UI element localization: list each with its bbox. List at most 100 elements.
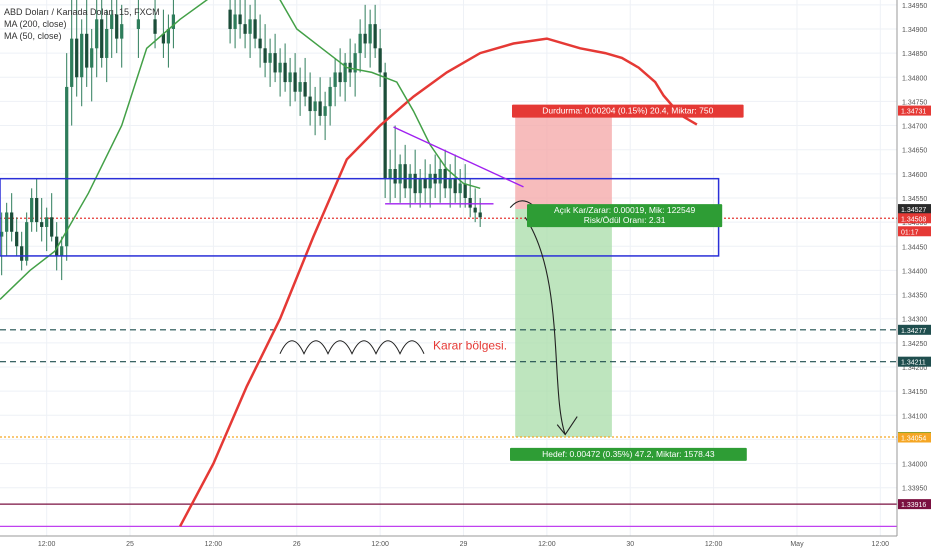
candle-body [458, 183, 462, 194]
candle-body [418, 178, 422, 194]
price-tick-label: 1.34800 [902, 75, 927, 82]
candle-body [233, 14, 237, 29]
position-labels: Durdurma: 0.00204 (0.15%) 20.4, Miktar: … [510, 104, 747, 461]
candle-body [338, 72, 342, 83]
candle-body [115, 14, 119, 39]
candle-body [463, 183, 467, 198]
target-label: Hedef: 0.00472 (0.35%) 47.2, Miktar: 157… [542, 449, 715, 459]
candle-body [273, 53, 277, 73]
projection-arrow [524, 216, 566, 435]
position-zones [515, 110, 612, 438]
time-tick-label: 12:00 [38, 541, 56, 548]
candle-body [85, 33, 89, 68]
candle-body [65, 86, 69, 247]
price-badge-label: 1.34731 [901, 109, 926, 116]
projection-arrow-head [556, 416, 578, 436]
candle-body [308, 96, 312, 112]
candle-body [120, 24, 124, 39]
price-tick-label: 1.34300 [902, 317, 927, 324]
candle-body [10, 212, 14, 232]
candle-body [358, 33, 362, 54]
time-axis[interactable]: 12:00 25 12:00 26 12:00 29 12:00 30 12:00 May 12:0… [0, 535, 897, 550]
time-tick-label: 25 [126, 541, 134, 548]
candle-body [453, 178, 457, 194]
candle-body [228, 9, 232, 29]
price-badge-label: 1.34277 [901, 328, 926, 335]
price-tick-label: 1.34400 [902, 268, 927, 275]
pnl-label-bg [527, 204, 723, 228]
price-tick-label: 1.34250 [902, 341, 927, 348]
candle-body [238, 14, 242, 25]
price-axis[interactable]: 1.339501.340001.340501.341001.341501.342… [896, 0, 932, 550]
candle-body [136, 19, 141, 29]
stop-label-bg [512, 104, 744, 118]
price-tick-label: 1.34600 [902, 172, 927, 179]
candle-body [288, 72, 292, 83]
candle-body [298, 82, 302, 92]
time-tick-label: 12:00 [371, 541, 389, 548]
candle-body [263, 48, 267, 63]
drawings: Karar bölgesi. [0, 126, 720, 436]
price-tick-label: 1.34000 [902, 462, 927, 469]
candle-body [413, 173, 417, 194]
price-tick-label: 1.34900 [902, 27, 927, 34]
price-badge-label: 1.34211 [901, 360, 926, 367]
candle-body [166, 28, 171, 44]
candle-body [383, 72, 387, 179]
candle-body [333, 72, 337, 87]
candle-body [258, 38, 262, 49]
price-badge-label: 1.34527 [901, 207, 926, 214]
price-badge [898, 356, 931, 367]
candle-body [75, 38, 79, 78]
symbol-title: ABD Doları / Kanada Doları, 15, FXCM [4, 7, 160, 17]
price-badge [898, 499, 931, 510]
candle-body [243, 24, 247, 34]
price-axis-bg [897, 0, 932, 550]
candle-body [110, 14, 114, 29]
price-tick-label: 1.34550 [902, 196, 927, 203]
time-tick-label: 12:00 [205, 541, 223, 548]
candle-body [478, 212, 482, 218]
time-tick-label: 12:00 [538, 541, 556, 548]
candle-body [363, 33, 367, 44]
candle-body [318, 101, 322, 116]
karar-label: Karar bölgesi. [433, 339, 507, 353]
moving-averages [0, 0, 698, 527]
candle-body [70, 38, 74, 87]
candle-body [268, 53, 272, 63]
indicator-ma200-label: MA (200, close) [4, 19, 67, 29]
time-tick-label: 26 [293, 541, 301, 548]
candle-body [5, 212, 9, 232]
time-tick-label: May [790, 541, 804, 548]
price-tick-label: 1.34650 [902, 148, 927, 155]
candle-body [378, 48, 382, 73]
indicator-ma50-label: MA (50, close) [4, 31, 62, 41]
candle-body [428, 173, 432, 189]
candle-body [293, 72, 297, 92]
time-tick-label: 29 [460, 541, 468, 548]
candle-body [403, 164, 407, 189]
price-badge [898, 324, 931, 335]
candle-body [153, 19, 157, 34]
time-axis-bg [0, 536, 897, 550]
price-badge-label: 1.33916 [901, 502, 926, 509]
candle-body [50, 217, 54, 237]
price-tick-label: 1.34700 [902, 124, 927, 131]
pnl-label: Açık Kar/Zarar: 0.00019, Mik: 122549 [554, 205, 696, 215]
candle-body [328, 86, 332, 107]
price-badge [898, 204, 931, 215]
price-tick-label: 1.34100 [902, 413, 927, 420]
candle-body [55, 236, 59, 256]
candle-body [80, 33, 84, 78]
candle-body [35, 197, 39, 223]
candle-body [373, 24, 377, 49]
price-tick-label: 1.34750 [902, 99, 927, 106]
time-tick-label: 12:00 [872, 541, 890, 548]
target-label-bg [510, 447, 747, 461]
price-tick-label: 1.33950 [902, 486, 927, 493]
candle-body [398, 164, 402, 184]
candle-body [105, 28, 109, 58]
time-tick-label: 12:00 [705, 541, 723, 548]
candle-body [161, 33, 166, 44]
